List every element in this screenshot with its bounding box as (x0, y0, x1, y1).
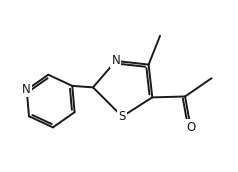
Text: N: N (22, 83, 31, 96)
Text: S: S (119, 110, 126, 123)
Text: N: N (111, 54, 120, 67)
Text: O: O (186, 121, 195, 133)
